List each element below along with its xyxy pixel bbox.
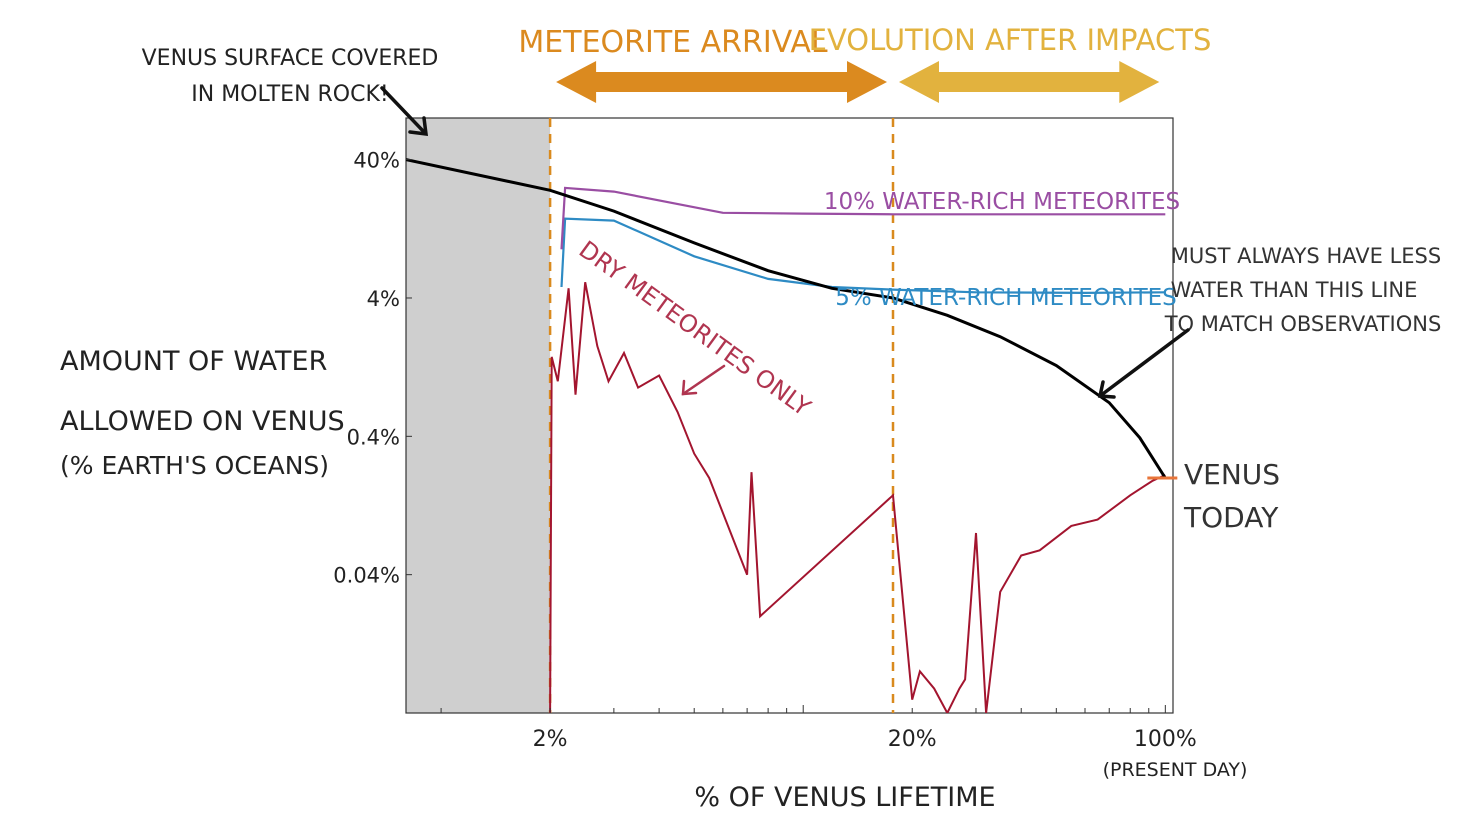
plot-frame [405,117,1174,714]
ten-percent-annotation: 10% WATER-RICH METEORITES [824,189,1180,215]
y-tick-label: 40% [353,149,400,173]
five-percent-series [560,217,1166,295]
x-tick-label: 100% [1134,727,1197,752]
x-tick-label: 20% [888,727,937,752]
ten-percent-series [560,186,1166,250]
y-axis-title-line1: AMOUNT OF WATER [60,346,327,377]
y-tick-label: 4% [367,287,400,311]
meteorite-arrival-label: METEORITE ARRIVAL [518,25,827,60]
y-axis-title-line2: ALLOWED ON VENUS [60,406,345,437]
evolution-after-impacts-label: EVOLUTION AFTER IMPACTS [809,23,1212,57]
evolution-after-impacts-arrow [899,61,1160,103]
observation-limit-note-line2: WATER THAN THIS LINE [1171,278,1418,302]
dry-meteorites-arrow [681,364,726,396]
observation-limit-arrow [1097,328,1190,399]
observation-limit-note-line3: TO MATCH OBSERVATIONS [1164,312,1442,336]
upper-limit-series [406,158,1167,479]
meteorite-arrival-arrow [556,61,887,103]
x-tick-sublabel: (PRESENT DAY) [1103,759,1248,781]
molten-rock-region [406,118,551,713]
venus-today-label-line1: VENUS [1184,458,1280,491]
observation-limit-note-line1: MUST ALWAYS HAVE LESS [1171,244,1441,268]
x-tick-label: 2% [533,727,568,752]
molten-rock-note-line2: IN MOLTEN ROCK! [191,82,388,107]
five-percent-annotation: 5% WATER-RICH METEORITES [835,285,1177,311]
dry-meteorites-series [549,282,1166,713]
y-axis-title-line3: (% EARTH'S OCEANS) [60,451,329,480]
molten-rock-arrow [380,86,429,137]
molten-rock-note-line1: VENUS SURFACE COVERED [142,46,439,71]
y-tick-label: 0.4% [347,425,400,449]
y-tick-label: 0.04% [333,564,400,588]
x-axis-title: % OF VENUS LIFETIME [694,782,995,813]
venus-today-label-line2: TODAY [1183,501,1279,534]
